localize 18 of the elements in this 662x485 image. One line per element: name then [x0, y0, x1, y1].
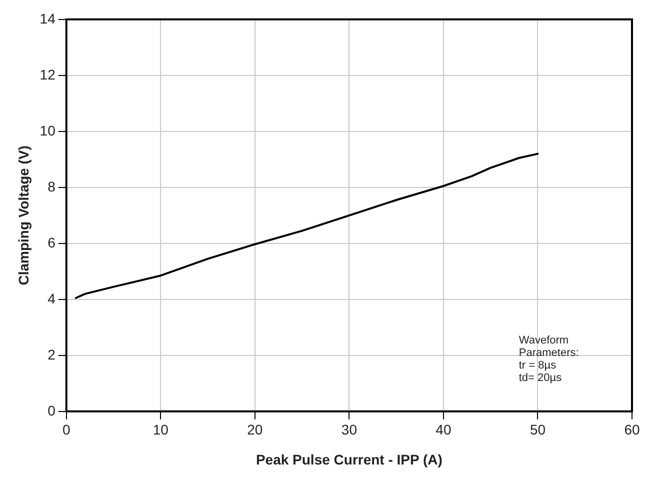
y-tick-label: 2: [48, 346, 56, 362]
y-tick-label: 10: [40, 122, 56, 138]
y-tick-label: 4: [48, 290, 56, 306]
y-tick-label: 6: [48, 234, 56, 250]
annotation: Waveform Parameters: tr = 8µs td= 20µs: [518, 334, 579, 384]
x-tick-label: 60: [624, 422, 640, 438]
y-tick-label: 14: [40, 10, 56, 26]
x-tick-label: 20: [247, 422, 263, 438]
x-tick-label: 0: [62, 422, 70, 438]
x-axis-title: Peak Pulse Current - IPP (A): [256, 451, 442, 468]
x-tick-label: 40: [436, 422, 452, 438]
y-tick-label: 0: [48, 402, 56, 418]
x-tick-label: 30: [341, 422, 358, 438]
y-tick-label: 8: [48, 178, 56, 194]
y-tick-label: 12: [40, 66, 56, 82]
x-tick-label: 50: [530, 422, 546, 438]
x-tick-label: 10: [152, 422, 169, 438]
y-axis-title: Clamping Voltage (V): [15, 146, 32, 286]
